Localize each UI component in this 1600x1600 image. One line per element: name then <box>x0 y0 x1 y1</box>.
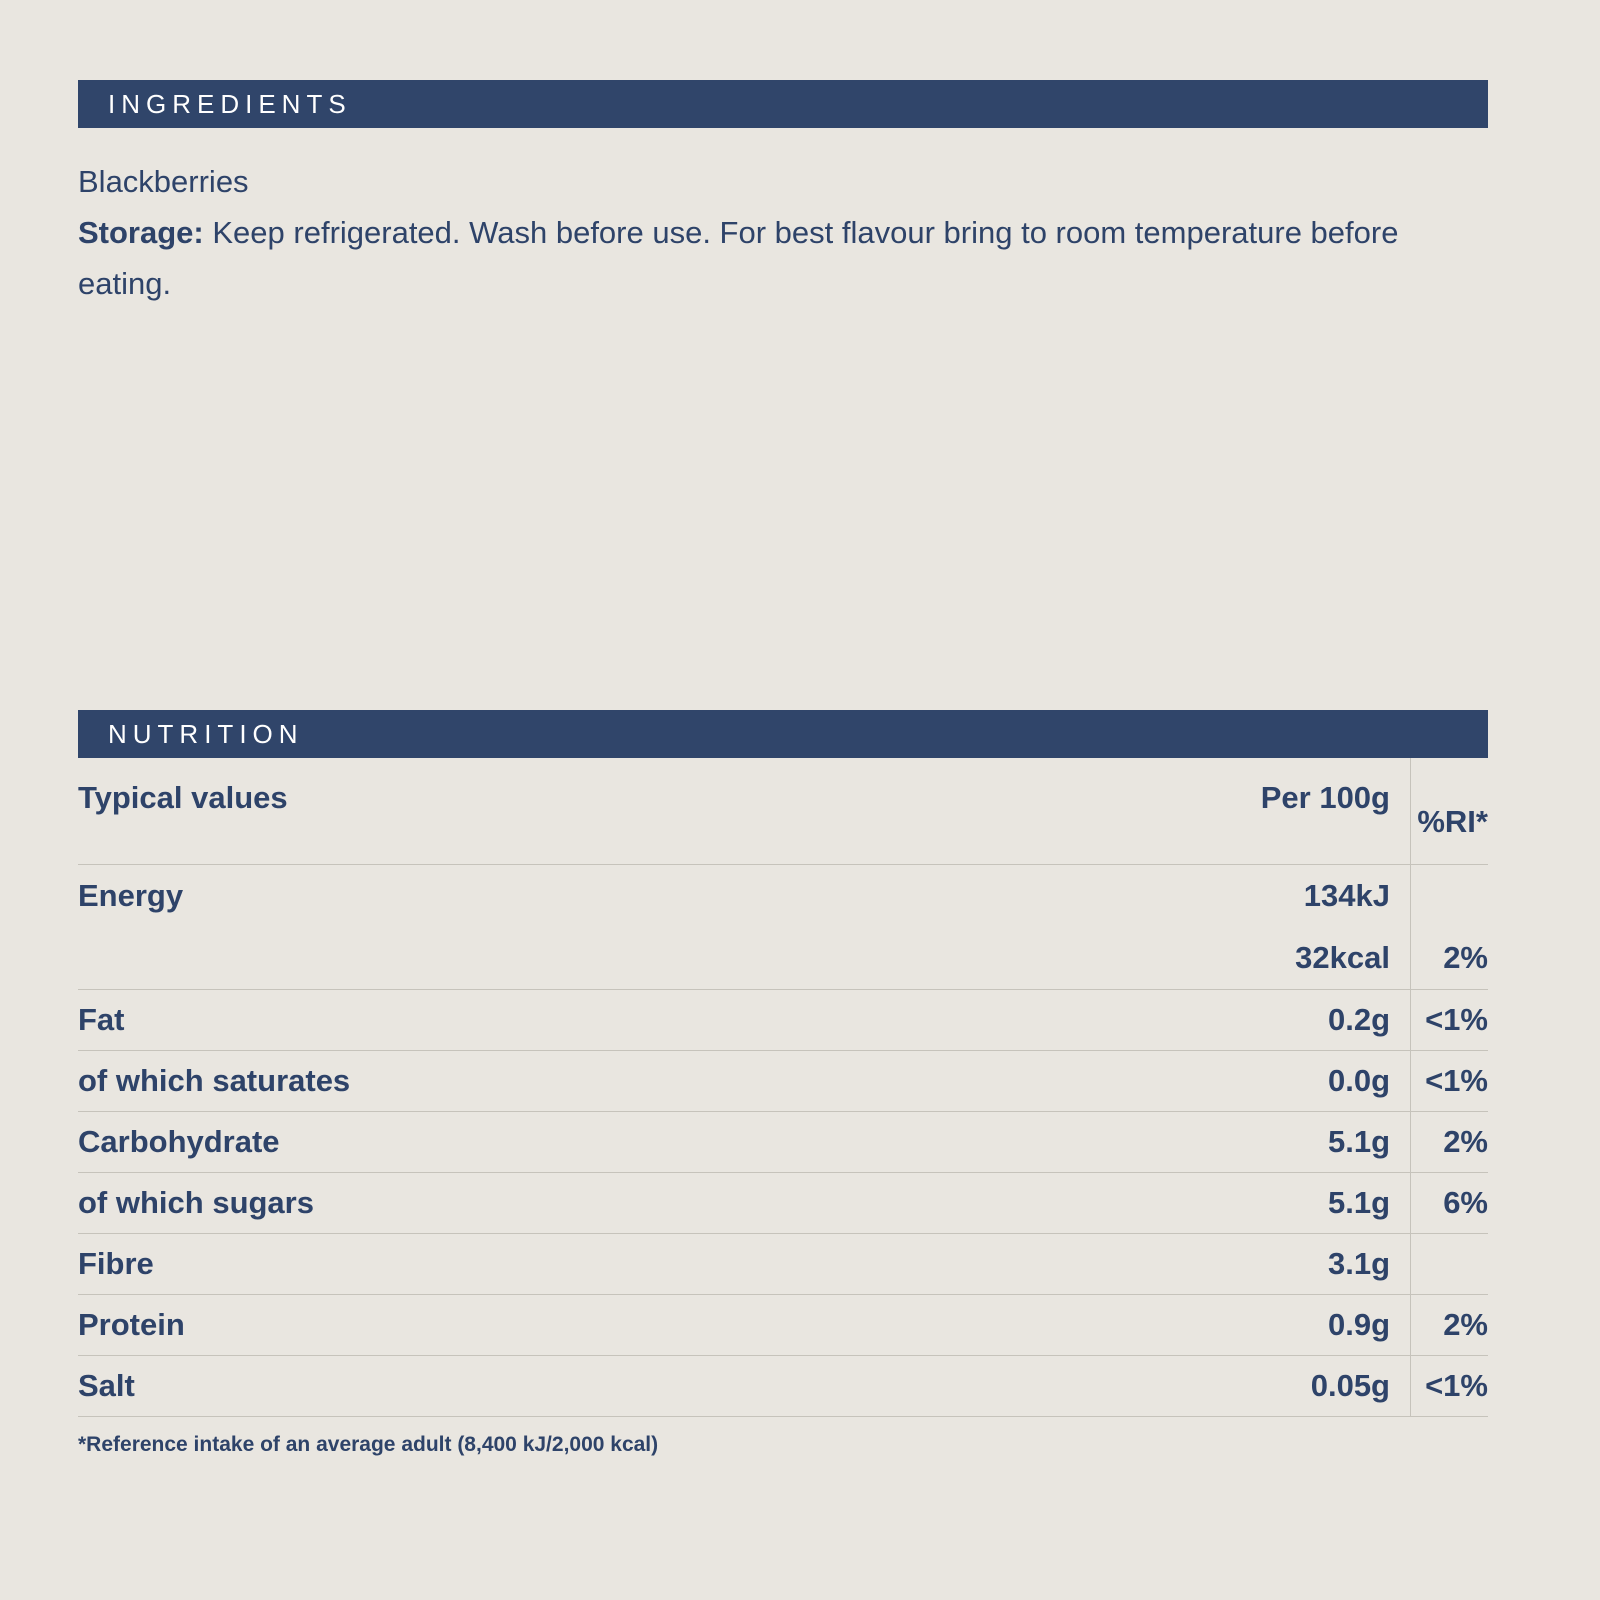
nutrition-header-bar: NUTRITION <box>78 710 1488 758</box>
row-value: 3.1g <box>1327 1246 1390 1281</box>
ingredients-header-bar: INGREDIENTS <box>78 80 1488 128</box>
row-label: Salt <box>78 1368 135 1403</box>
energy-kj-value: 134kJ <box>1303 878 1390 913</box>
table-row-protein: Protein 0.9g 2% <box>78 1295 1488 1356</box>
row-label: Energy <box>78 878 184 913</box>
column-per-100g: Per 100g <box>1260 780 1390 815</box>
ingredients-body: Blackberries Storage: Keep refrigerated.… <box>78 156 1488 309</box>
row-value: 0.2g <box>1327 1002 1390 1037</box>
column-typical-values: Typical values <box>78 780 288 815</box>
table-row-saturates: of which saturates 0.0g <1% <box>78 1051 1488 1112</box>
row-values: 134kJ 32kcal <box>1295 865 1410 989</box>
row-label: Protein <box>78 1307 185 1342</box>
ingredients-item: Blackberries <box>78 164 249 199</box>
column-ri: %RI* <box>1410 758 1488 864</box>
ingredients-section: INGREDIENTS Blackberries Storage: Keep r… <box>78 80 1488 309</box>
row-value: 5.1g <box>1327 1124 1390 1159</box>
ingredients-title: INGREDIENTS <box>108 88 352 119</box>
row-ri <box>1410 1234 1488 1294</box>
storage-text: Keep refrigerated. Wash before use. For … <box>78 215 1399 301</box>
row-ri: 2% <box>1410 1112 1488 1172</box>
row-label: Fibre <box>78 1246 154 1281</box>
row-value: 0.9g <box>1327 1307 1390 1342</box>
row-ri: <1% <box>1410 990 1488 1050</box>
row-value: 0.0g <box>1327 1063 1390 1098</box>
table-row-salt: Salt 0.05g <1% <box>78 1356 1488 1417</box>
row-ri: <1% <box>1410 1051 1488 1111</box>
row-label: Fat <box>78 1002 125 1037</box>
row-ri: 6% <box>1410 1173 1488 1233</box>
nutrition-section: NUTRITION Typical values Per 100g %RI* E… <box>78 710 1488 1457</box>
table-row-fat: Fat 0.2g <1% <box>78 990 1488 1051</box>
table-row-energy: Energy 134kJ 32kcal 2% <box>78 865 1488 990</box>
energy-kcal-value: 32kcal <box>1295 940 1390 975</box>
storage-line: Storage: Keep refrigerated. Wash before … <box>78 207 1488 309</box>
table-row-sugars: of which sugars 5.1g 6% <box>78 1173 1488 1234</box>
storage-label: Storage: <box>78 215 204 250</box>
row-label: of which saturates <box>78 1063 351 1098</box>
row-label: of which sugars <box>78 1185 314 1220</box>
row-value: 5.1g <box>1327 1185 1390 1220</box>
row-ri: <1% <box>1410 1356 1488 1416</box>
row-ri: 2% <box>1410 865 1488 989</box>
energy-ri-value: 2% <box>1443 940 1488 975</box>
nutrition-table-header: Typical values Per 100g %RI* <box>78 758 1488 865</box>
table-row-carbohydrate: Carbohydrate 5.1g 2% <box>78 1112 1488 1173</box>
nutrition-title: NUTRITION <box>108 718 304 749</box>
row-value: 0.05g <box>1310 1368 1390 1403</box>
nutrition-table: Typical values Per 100g %RI* Energy 134k… <box>78 758 1488 1417</box>
row-label: Carbohydrate <box>78 1124 280 1159</box>
reference-intake-footnote: *Reference intake of an average adult (8… <box>78 1433 659 1456</box>
row-ri: 2% <box>1410 1295 1488 1355</box>
table-row-fibre: Fibre 3.1g <box>78 1234 1488 1295</box>
